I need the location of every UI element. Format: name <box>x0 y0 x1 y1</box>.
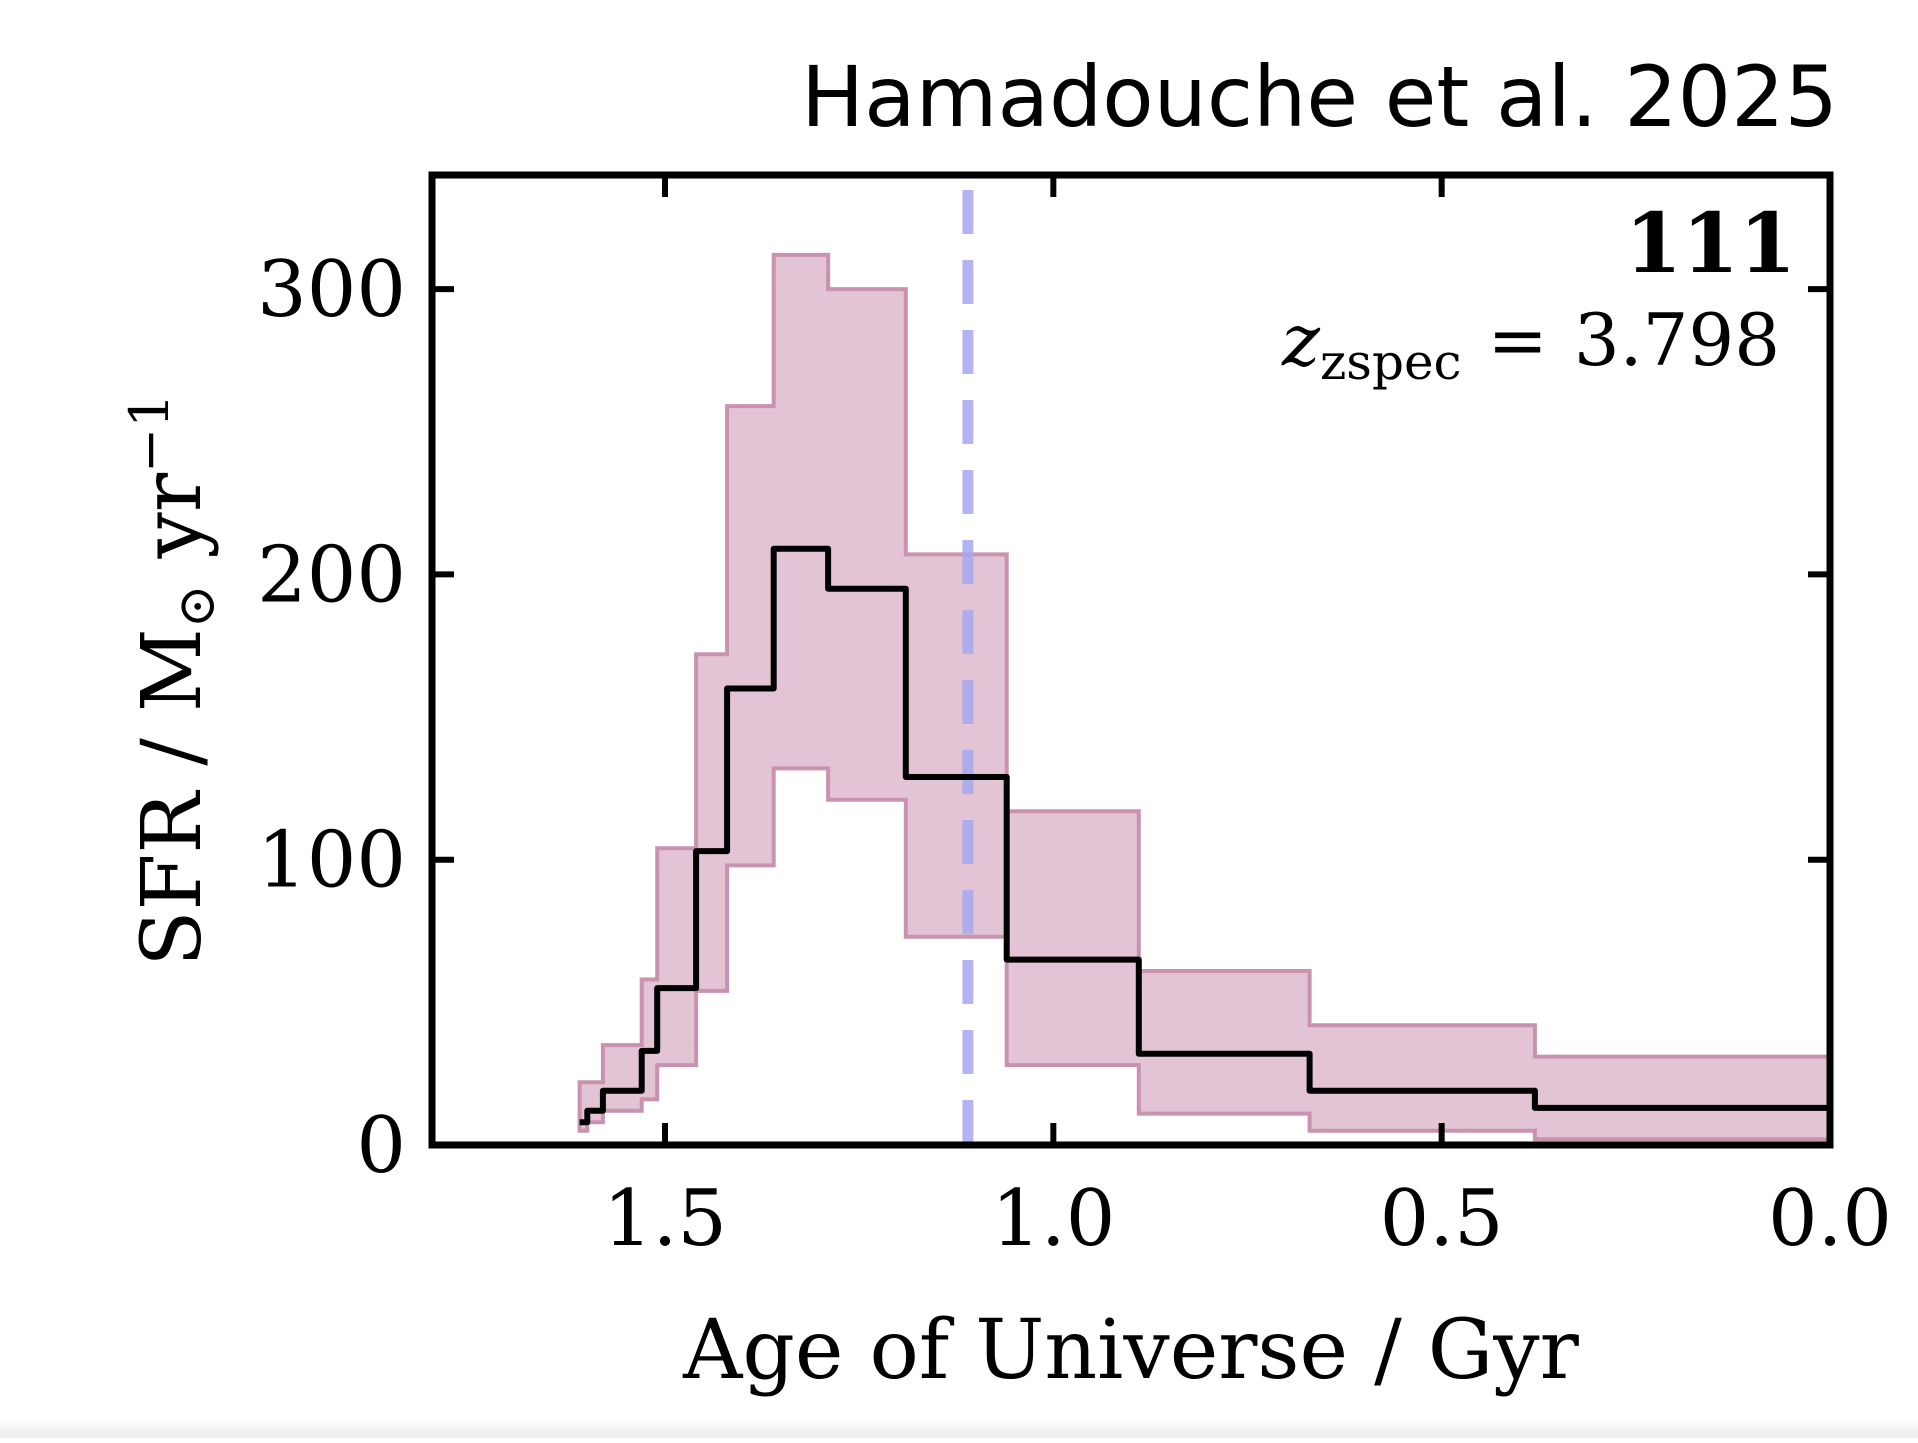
y-tick-label: 200 <box>257 530 406 620</box>
redshift-value: 3.798 <box>1574 298 1780 382</box>
panel-id: 111 <box>1625 196 1796 292</box>
y-axis-title-main: SFR / M <box>125 628 220 967</box>
redshift-subscript: zspec <box>1320 333 1462 391</box>
x-tick-label: 0.5 <box>1380 1174 1504 1264</box>
x-tick-label: 1.0 <box>991 1174 1115 1264</box>
redshift-symbol: z <box>1281 298 1321 382</box>
x-tick-label: 0.0 <box>1768 1174 1892 1264</box>
y-tick-label: 0 <box>356 1101 406 1191</box>
chart-credit: Hamadouche et al. 2025 <box>801 48 1838 146</box>
y-axis-sun-symbol: ⊙ <box>167 585 227 629</box>
uncertainty-band-group <box>580 255 1830 1139</box>
y-axis-title: SFR / M⊙ yr−1 <box>118 393 227 966</box>
redshift-equals: = <box>1488 298 1548 382</box>
y-tick-label: 100 <box>257 816 406 906</box>
redshift-label: zzspec = 3.798 <box>1281 298 1780 391</box>
uncertainty-band <box>580 255 1830 1139</box>
bottom-edge-strip <box>0 1418 1918 1438</box>
y-axis-title-exponent: −1 <box>118 393 181 473</box>
x-axis-title: Age of Universe / Gyr <box>682 1303 1579 1398</box>
y-tick-label: 300 <box>257 245 406 335</box>
y-axis-title-unit: yr <box>125 472 220 584</box>
x-tick-label: 1.5 <box>603 1174 727 1264</box>
